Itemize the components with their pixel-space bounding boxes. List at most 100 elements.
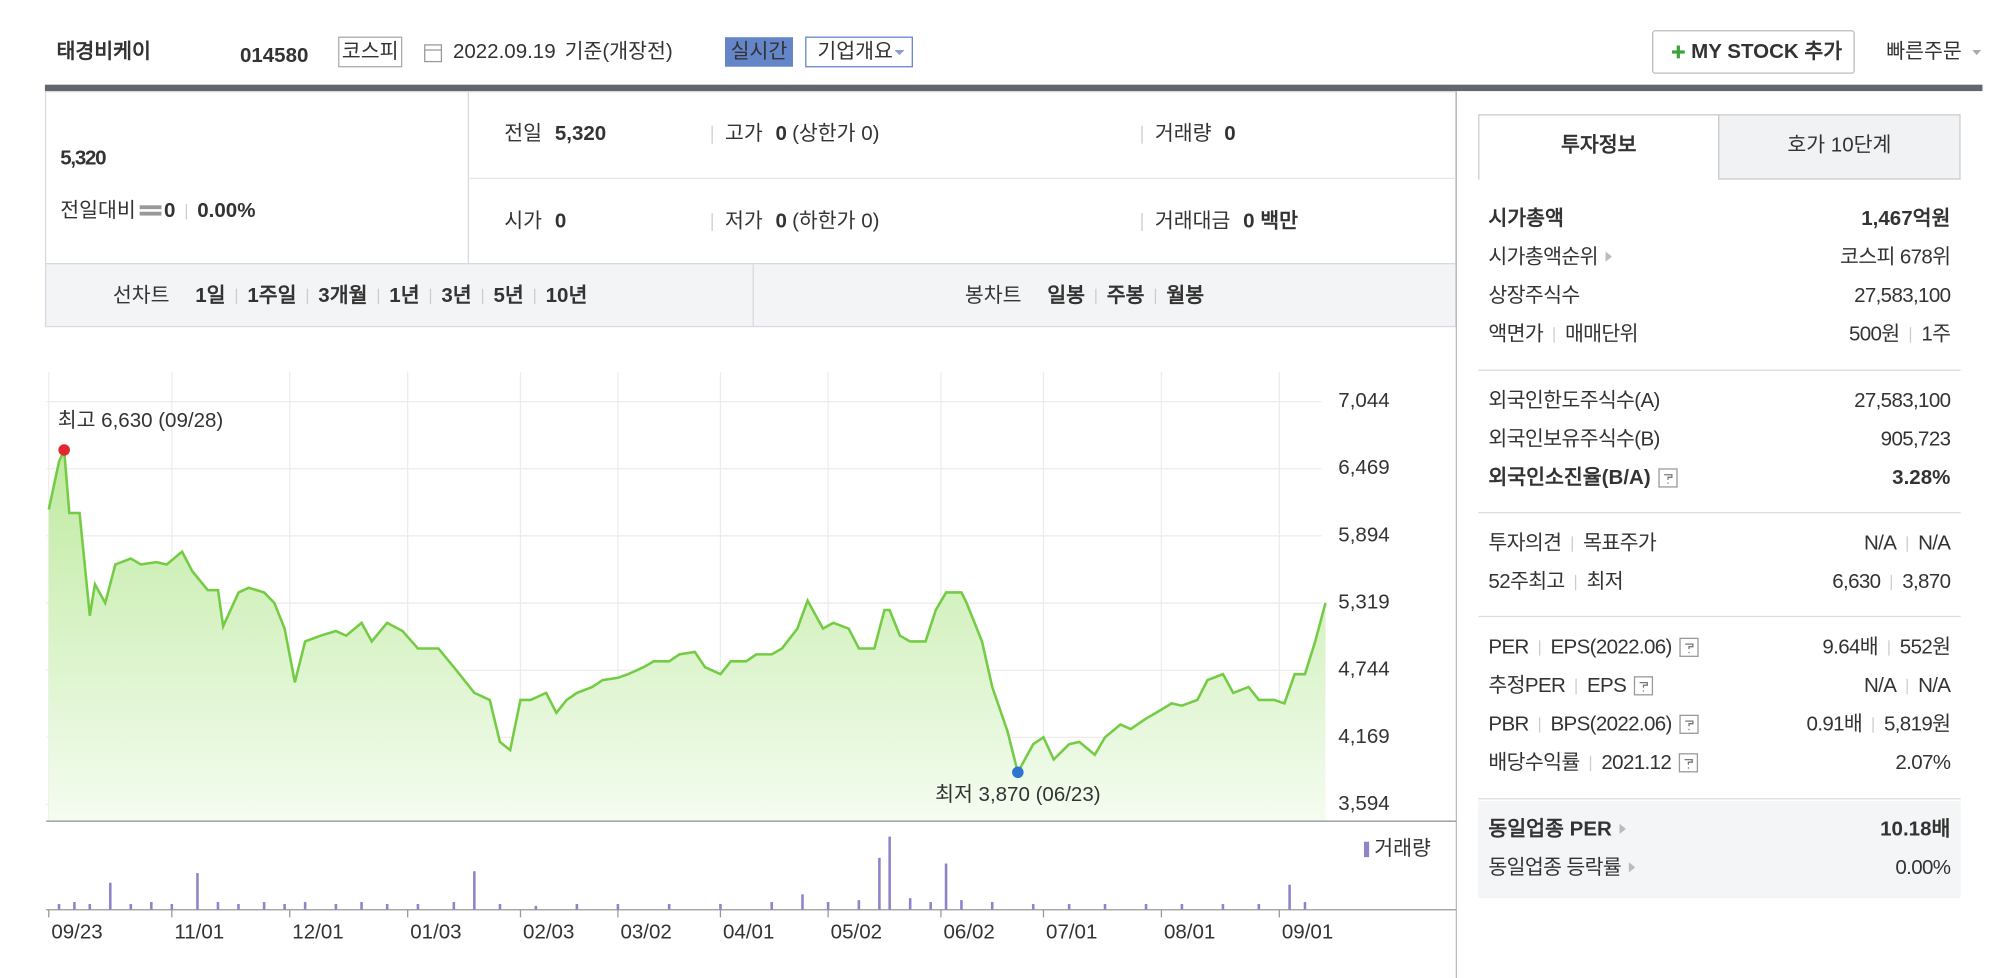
x-tick-label: 12/01	[292, 920, 343, 943]
summary-value: 0	[776, 209, 787, 232]
volume-bar	[150, 902, 153, 910]
summary-value: 0	[1224, 122, 1235, 145]
annotation-text: 최저 3,870 (06/23)	[935, 783, 1101, 806]
annotation-dot	[58, 444, 70, 456]
volume-bar	[801, 894, 804, 910]
period-tab[interactable]: 3개월	[318, 284, 367, 307]
info-value: 27,583,100	[1854, 284, 1950, 307]
info-label: 투자의견	[1488, 531, 1561, 554]
x-tick-label: 11/01	[174, 920, 224, 943]
info-value: N/A	[1918, 674, 1951, 697]
volume-bar	[57, 903, 61, 910]
period-tab[interactable]: 1주일	[247, 284, 296, 307]
quick-order[interactable]: 빠른주문	[1886, 40, 1962, 63]
arrow-icon	[1605, 251, 1612, 262]
volume-bar	[334, 903, 338, 910]
overview-button[interactable]	[805, 36, 913, 68]
volume-bar	[944, 863, 948, 910]
mystock-text[interactable]: MY STOCK 추가	[1691, 39, 1842, 63]
current-price: 5,320	[60, 147, 106, 170]
x-tick-label: 01/03	[410, 920, 461, 943]
volume-bar	[929, 902, 932, 910]
volume-bar	[1031, 903, 1035, 910]
volume-bar	[770, 902, 774, 910]
panel-tab[interactable]: 투자정보	[1561, 134, 1637, 157]
volume-bar	[1103, 903, 1107, 910]
tab-inactive[interactable]	[1718, 114, 1961, 180]
volume-bar	[416, 903, 420, 910]
tab-group-label: 봉차트	[965, 284, 1022, 307]
x-tick-label: 03/02	[620, 920, 671, 943]
tab-active[interactable]	[1478, 114, 1720, 180]
volume-bar	[908, 898, 912, 910]
period-tab[interactable]: 10년	[546, 284, 588, 307]
change-value: 0	[164, 199, 175, 222]
mystock-button[interactable]	[1652, 30, 1855, 74]
info-label: 매매단위	[1565, 322, 1638, 345]
period-tab[interactable]: 5년	[494, 284, 524, 307]
annotation-dot	[1012, 766, 1024, 779]
volume-bar	[1303, 902, 1307, 910]
volume-bar	[73, 902, 76, 910]
period-tab[interactable]: 3년	[441, 284, 471, 307]
x-tick-label: 09/23	[51, 920, 102, 943]
volume-bar	[283, 903, 286, 910]
highlight-bg	[1478, 800, 1961, 899]
area-fill	[48, 449, 1326, 822]
volume-bar	[888, 836, 891, 910]
info-label: EPS(2022.06)	[1551, 635, 1672, 658]
y-tick-label: 4,169	[1338, 725, 1389, 748]
volume-bar	[990, 902, 994, 910]
summary-label: 전일	[504, 122, 542, 145]
info-label: 상장주식수	[1488, 284, 1579, 307]
summary-label: 저가	[725, 209, 763, 232]
base-note: 기준(개장전)	[565, 40, 673, 63]
info-label: 2021.12	[1601, 751, 1671, 774]
period-tab[interactable]: 주봉	[1107, 284, 1145, 307]
summary-label: 고가	[725, 122, 763, 145]
volume-bar	[1067, 903, 1071, 910]
x-tick-label: 05/02	[831, 920, 882, 943]
volume-bar	[1257, 903, 1261, 910]
overview-text[interactable]: 기업개요	[817, 40, 893, 63]
volume-bar	[719, 903, 722, 910]
stock-name: 태경비케이	[56, 40, 150, 63]
x-tick-label: 04/01	[723, 920, 774, 943]
info-value: N/A	[1864, 674, 1897, 697]
summary-value: 0	[776, 122, 787, 145]
unchanged-icon	[139, 205, 162, 210]
realtime-badge[interactable]	[724, 37, 793, 67]
change-label: 전일대비	[60, 199, 136, 222]
info-label: 배당수익률	[1488, 751, 1579, 774]
volume-bar	[88, 903, 92, 910]
volume-bar	[303, 902, 307, 910]
period-tab[interactable]: 월봉	[1166, 284, 1204, 307]
panel-tab[interactable]: 호가 10단계	[1787, 134, 1891, 157]
info-label: 시가총액순위	[1488, 245, 1597, 268]
info-label: 동일업종 PER	[1488, 818, 1612, 841]
volume-bar	[498, 903, 502, 910]
volume-bar	[452, 902, 456, 910]
info-value: 6,630	[1832, 570, 1880, 593]
y-tick-label: 7,044	[1338, 389, 1389, 412]
info-value: 27,583,100	[1854, 389, 1950, 412]
stock-code: 014580	[240, 44, 308, 67]
arrow-icon	[1619, 823, 1626, 835]
volume-bar	[262, 902, 266, 910]
realtime-text[interactable]: 실시간	[731, 40, 788, 63]
price-line	[47, 449, 1327, 776]
volume-bar	[1144, 903, 1148, 910]
period-tab[interactable]: 1일	[195, 284, 225, 307]
x-tick-label: 09/01	[1282, 920, 1333, 943]
volume-bar	[109, 882, 112, 910]
summary-note: (하한가 0)	[792, 209, 879, 232]
volume-bar	[878, 857, 881, 910]
header-rule	[44, 84, 1983, 92]
info-value: 5,819원	[1884, 712, 1950, 735]
help-glyph	[1664, 474, 1673, 484]
info-label: 최저	[1587, 570, 1623, 593]
help-glyph	[1684, 758, 1693, 769]
period-tab[interactable]: 일봉	[1047, 284, 1085, 307]
period-tab[interactable]: 1년	[389, 284, 419, 307]
